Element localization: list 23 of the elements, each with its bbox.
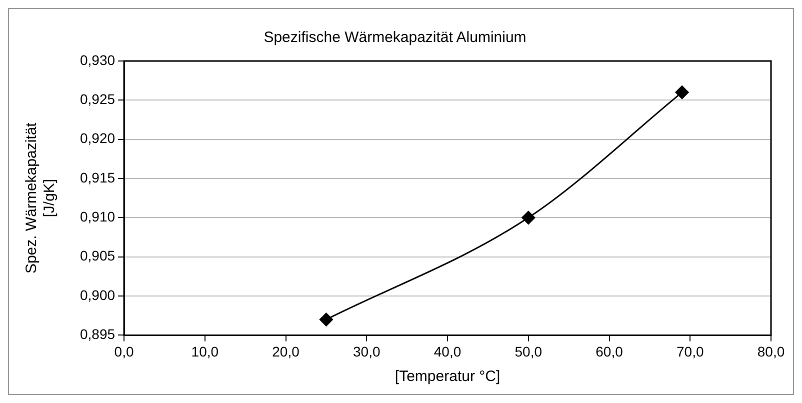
y-tick-label: 0,905 xyxy=(80,248,116,264)
y-tick-label: 0,910 xyxy=(80,208,116,225)
y-tick-label: 0,920 xyxy=(80,130,116,146)
x-tick-label: 40,0 xyxy=(434,343,462,360)
x-tick-label: 80,0 xyxy=(757,343,785,360)
point xyxy=(675,86,689,100)
y-tick-label: 0,915 xyxy=(80,169,116,186)
point xyxy=(522,210,536,224)
x-tick-label: 20,0 xyxy=(272,343,300,360)
y-tick-label: 0,930 xyxy=(80,52,116,68)
x-tick-label: 50,0 xyxy=(514,343,542,360)
x-tick-label: 60,0 xyxy=(596,343,624,360)
x-tick-label: 10,0 xyxy=(191,343,219,360)
y-tick-label: 0,900 xyxy=(80,286,116,303)
y-tick-label: 0,925 xyxy=(80,91,116,108)
x-axis-title: [Temperatur °C] xyxy=(394,368,500,386)
y-axis-title: Spez. Wärmekapazität [J/gK] xyxy=(23,122,58,274)
chart-title: Spezifische Wärmekapazität Aluminium xyxy=(264,29,526,46)
x-tick-label: 0,0 xyxy=(114,343,134,360)
point xyxy=(319,312,333,326)
y-tick-label: 0,895 xyxy=(80,326,116,342)
x-tick-label: 30,0 xyxy=(353,343,380,360)
x-tick-label: 70,0 xyxy=(676,343,704,360)
